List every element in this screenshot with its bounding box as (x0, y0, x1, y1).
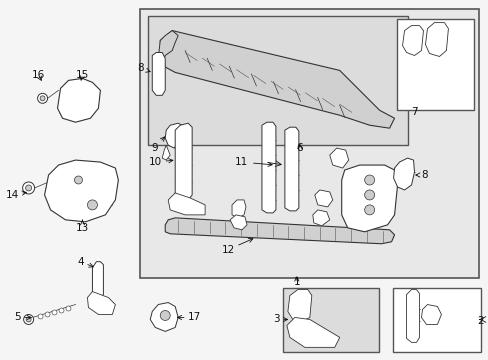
Polygon shape (421, 305, 441, 324)
Polygon shape (329, 148, 348, 168)
Circle shape (23, 315, 34, 324)
Polygon shape (92, 262, 103, 298)
Text: 3: 3 (273, 314, 287, 324)
Polygon shape (285, 127, 298, 211)
Bar (148, 15, 407, 145)
Polygon shape (314, 190, 332, 207)
Polygon shape (58, 78, 100, 122)
Circle shape (38, 93, 47, 103)
Polygon shape (165, 218, 394, 244)
Circle shape (160, 310, 170, 320)
Text: 6: 6 (296, 143, 303, 153)
Polygon shape (229, 215, 246, 230)
Text: 2: 2 (477, 316, 483, 327)
Polygon shape (287, 289, 311, 321)
Text: 1: 1 (293, 276, 300, 287)
Circle shape (45, 312, 50, 317)
Text: 5: 5 (14, 312, 31, 323)
Bar (283, 288, 378, 352)
Circle shape (40, 96, 45, 101)
Polygon shape (87, 292, 115, 315)
Text: 9: 9 (151, 137, 164, 153)
Text: 4: 4 (77, 257, 93, 267)
Text: 10: 10 (149, 157, 173, 167)
Polygon shape (402, 26, 423, 55)
Text: 17: 17 (177, 312, 201, 323)
Text: 16: 16 (32, 71, 45, 80)
Circle shape (74, 176, 82, 184)
Polygon shape (425, 23, 447, 57)
Polygon shape (175, 123, 192, 200)
Circle shape (25, 185, 32, 191)
Polygon shape (158, 31, 178, 66)
Bar (392, 288, 480, 352)
Polygon shape (168, 193, 204, 215)
Circle shape (52, 310, 57, 315)
Polygon shape (232, 200, 245, 218)
Text: 15: 15 (76, 71, 89, 80)
Text: 7: 7 (410, 107, 417, 117)
Bar (396, 19, 473, 110)
Text: 11: 11 (234, 157, 272, 167)
Polygon shape (286, 318, 339, 347)
Text: 12: 12 (221, 239, 252, 255)
Circle shape (364, 205, 374, 215)
Polygon shape (150, 302, 178, 332)
Text: 8: 8 (138, 63, 150, 73)
Text: 8: 8 (415, 170, 427, 180)
Polygon shape (262, 122, 275, 213)
Polygon shape (312, 210, 329, 226)
Circle shape (364, 190, 374, 200)
Circle shape (87, 200, 97, 210)
Polygon shape (165, 123, 182, 148)
Polygon shape (44, 160, 118, 222)
Circle shape (38, 314, 43, 319)
Polygon shape (406, 289, 419, 342)
Bar (140, 9, 478, 278)
Circle shape (22, 182, 35, 194)
Text: 13: 13 (76, 220, 89, 233)
Circle shape (364, 175, 374, 185)
Polygon shape (341, 165, 397, 232)
Circle shape (26, 317, 31, 322)
Polygon shape (160, 31, 394, 128)
Polygon shape (152, 53, 165, 95)
Circle shape (59, 308, 64, 313)
Polygon shape (393, 158, 414, 190)
Text: 14: 14 (5, 190, 26, 200)
Polygon shape (162, 145, 170, 160)
Circle shape (66, 306, 71, 311)
